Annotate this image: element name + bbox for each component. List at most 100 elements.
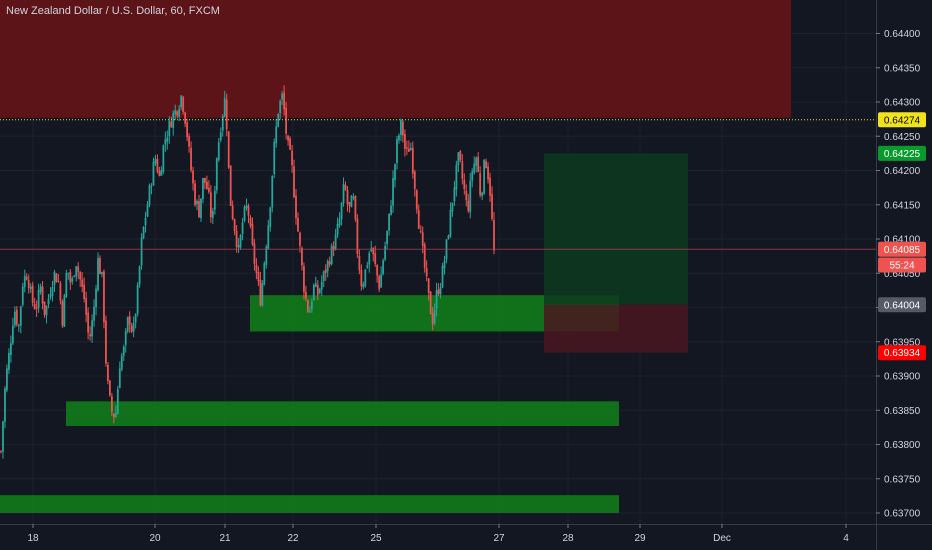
- candle-body[interactable]: [126, 317, 129, 332]
- candle-body[interactable]: [481, 192, 484, 196]
- candle-body[interactable]: [202, 178, 204, 200]
- candle-body[interactable]: [443, 260, 446, 268]
- candle-body[interactable]: [398, 135, 400, 141]
- candle-body[interactable]: [312, 285, 315, 300]
- candle-body[interactable]: [404, 134, 406, 149]
- candle-body[interactable]: [417, 210, 420, 229]
- candle-body[interactable]: [318, 289, 321, 294]
- candle-body[interactable]: [330, 245, 333, 265]
- candle-body[interactable]: [105, 320, 107, 364]
- candle-body[interactable]: [120, 355, 123, 370]
- candle-body[interactable]: [206, 181, 208, 190]
- candle-body[interactable]: [217, 142, 220, 160]
- candle-body[interactable]: [431, 313, 434, 325]
- candle-body[interactable]: [281, 93, 284, 100]
- candle-body[interactable]: [308, 311, 311, 313]
- candle-body[interactable]: [85, 298, 88, 315]
- candle-body[interactable]: [204, 177, 206, 183]
- candle-body[interactable]: [89, 334, 91, 337]
- candle-body[interactable]: [118, 368, 121, 389]
- candle-body[interactable]: [322, 271, 325, 281]
- candle-body[interactable]: [152, 162, 155, 186]
- candle-body[interactable]: [433, 309, 436, 324]
- candle-body[interactable]: [263, 263, 266, 285]
- candle-body[interactable]: [314, 283, 317, 287]
- candle-body[interactable]: [437, 289, 440, 295]
- candle-body[interactable]: [122, 346, 125, 356]
- candle-body[interactable]: [198, 201, 200, 218]
- candle-body[interactable]: [461, 161, 464, 179]
- candle-body[interactable]: [247, 206, 250, 216]
- candle-body[interactable]: [25, 276, 28, 280]
- candle-body[interactable]: [493, 219, 495, 251]
- candle-body[interactable]: [257, 271, 260, 282]
- candle-body[interactable]: [229, 165, 232, 206]
- candle-body[interactable]: [142, 226, 145, 239]
- candle-body[interactable]: [158, 170, 161, 176]
- candle-body[interactable]: [103, 271, 105, 323]
- candle-body[interactable]: [47, 298, 50, 305]
- candle-body[interactable]: [219, 132, 222, 141]
- candle-body[interactable]: [241, 222, 244, 234]
- candle-body[interactable]: [215, 158, 218, 191]
- candle-body[interactable]: [441, 265, 444, 288]
- candle-body[interactable]: [65, 273, 68, 297]
- candle-body[interactable]: [87, 312, 90, 333]
- candle-body[interactable]: [172, 112, 175, 128]
- candle-body[interactable]: [295, 195, 297, 219]
- candle-body[interactable]: [33, 304, 36, 309]
- candle-body[interactable]: [356, 218, 359, 254]
- candle-body[interactable]: [140, 237, 143, 266]
- candles-layer[interactable]: [0, 85, 495, 459]
- candle-body[interactable]: [283, 92, 286, 110]
- candle-body[interactable]: [31, 285, 34, 303]
- candle-body[interactable]: [374, 253, 377, 264]
- candle-body[interactable]: [303, 266, 305, 293]
- candle-body[interactable]: [485, 161, 487, 169]
- candle-body[interactable]: [259, 280, 262, 306]
- candle-body[interactable]: [211, 210, 214, 218]
- candle-body[interactable]: [231, 205, 234, 220]
- candle-body[interactable]: [221, 116, 224, 131]
- candle-body[interactable]: [11, 325, 14, 344]
- candle-body[interactable]: [421, 232, 424, 246]
- candle-body[interactable]: [67, 272, 70, 274]
- candle-body[interactable]: [358, 255, 361, 271]
- candle-body[interactable]: [344, 185, 347, 190]
- candle-body[interactable]: [291, 150, 293, 166]
- candle-body[interactable]: [57, 280, 60, 282]
- candle-body[interactable]: [265, 246, 268, 265]
- candle-body[interactable]: [334, 234, 337, 250]
- candle-body[interactable]: [160, 170, 163, 176]
- candle-body[interactable]: [95, 288, 97, 308]
- candle-body[interactable]: [364, 269, 367, 286]
- candle-body[interactable]: [61, 301, 64, 326]
- candle-body[interactable]: [328, 261, 331, 265]
- candle-body[interactable]: [112, 413, 115, 418]
- candle-body[interactable]: [279, 101, 282, 114]
- candle-body[interactable]: [91, 320, 93, 337]
- candle-body[interactable]: [293, 166, 295, 198]
- candle-body[interactable]: [427, 278, 430, 293]
- candle-body[interactable]: [17, 325, 20, 327]
- candle-body[interactable]: [465, 190, 468, 200]
- candle-body[interactable]: [320, 281, 323, 290]
- candle-body[interactable]: [93, 306, 95, 321]
- candle-body[interactable]: [235, 230, 238, 247]
- candle-body[interactable]: [354, 195, 357, 220]
- candle-body[interactable]: [473, 163, 476, 173]
- candle-body[interactable]: [285, 107, 288, 134]
- candle-body[interactable]: [29, 286, 32, 289]
- candle-body[interactable]: [425, 268, 428, 277]
- candle-body[interactable]: [396, 139, 398, 163]
- candle-body[interactable]: [148, 185, 151, 206]
- candle-body[interactable]: [487, 166, 489, 180]
- candle-body[interactable]: [429, 291, 432, 315]
- candle-body[interactable]: [207, 187, 210, 192]
- candle-body[interactable]: [479, 173, 482, 196]
- candle-body[interactable]: [467, 200, 470, 211]
- candle-body[interactable]: [305, 292, 307, 299]
- candle-body[interactable]: [243, 206, 246, 222]
